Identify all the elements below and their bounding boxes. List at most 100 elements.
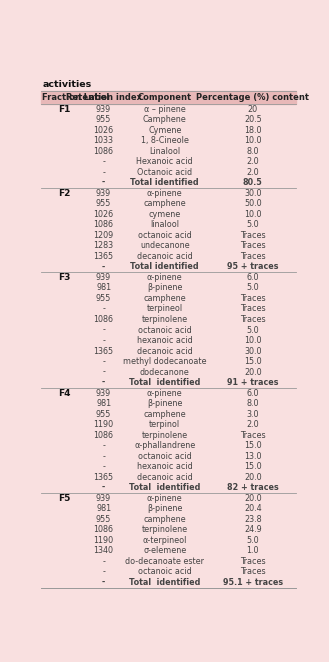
Bar xyxy=(41,188,296,199)
Text: 1.0: 1.0 xyxy=(246,546,259,555)
Bar xyxy=(41,167,296,177)
Text: octanoic acid: octanoic acid xyxy=(138,451,192,461)
Text: -: - xyxy=(102,336,105,345)
Text: β-pinene: β-pinene xyxy=(147,504,183,513)
Text: hexanoic acid: hexanoic acid xyxy=(137,336,193,345)
Text: 1033: 1033 xyxy=(93,136,114,145)
Text: β-pinene: β-pinene xyxy=(147,283,183,293)
Text: 939: 939 xyxy=(96,105,111,114)
Text: α-pinene: α-pinene xyxy=(147,189,183,198)
Text: 20: 20 xyxy=(248,105,258,114)
Text: 10.0: 10.0 xyxy=(244,210,262,219)
Bar xyxy=(41,177,296,188)
Text: 20.0: 20.0 xyxy=(244,473,262,482)
Bar xyxy=(41,556,296,567)
Text: 1026: 1026 xyxy=(93,210,114,219)
Text: β-pinene: β-pinene xyxy=(147,399,183,408)
Text: 5.0: 5.0 xyxy=(246,283,259,293)
Bar xyxy=(41,440,296,451)
Text: linalool: linalool xyxy=(150,220,179,229)
Text: decanoic acid: decanoic acid xyxy=(137,473,193,482)
Text: octanoic acid: octanoic acid xyxy=(138,326,192,334)
Text: octanoic acid: octanoic acid xyxy=(138,567,192,577)
Text: 6.0: 6.0 xyxy=(246,273,259,282)
Text: F2: F2 xyxy=(58,189,70,198)
Text: 955: 955 xyxy=(96,515,111,524)
Text: -: - xyxy=(102,167,105,177)
Bar xyxy=(41,325,296,335)
Bar xyxy=(41,283,296,293)
Text: 20.0: 20.0 xyxy=(244,494,262,502)
Text: 1209: 1209 xyxy=(93,231,114,240)
Text: terpinolene: terpinolene xyxy=(142,431,188,440)
Text: 5.0: 5.0 xyxy=(246,220,259,229)
Text: Linalool: Linalool xyxy=(149,147,180,156)
Bar xyxy=(41,293,296,304)
Text: Traces: Traces xyxy=(240,305,266,314)
Text: terpinolene: terpinolene xyxy=(142,315,188,324)
Bar xyxy=(41,199,296,209)
Bar xyxy=(41,261,296,272)
Bar xyxy=(41,104,296,115)
Bar xyxy=(41,472,296,483)
Text: 955: 955 xyxy=(96,294,111,303)
Text: camphene: camphene xyxy=(143,410,186,418)
Text: -: - xyxy=(102,326,105,334)
Text: 1086: 1086 xyxy=(93,147,114,156)
Text: Component: Component xyxy=(138,93,192,102)
Text: Total  identified: Total identified xyxy=(129,378,200,387)
Text: -: - xyxy=(102,367,105,377)
Bar xyxy=(41,451,296,461)
Text: Traces: Traces xyxy=(240,567,266,577)
Text: Fraction Label: Fraction Label xyxy=(42,93,110,102)
Bar xyxy=(41,156,296,167)
Bar xyxy=(41,461,296,472)
Bar xyxy=(41,272,296,283)
Bar xyxy=(41,577,296,588)
Text: 955: 955 xyxy=(96,199,111,209)
Text: Traces: Traces xyxy=(240,557,266,566)
Text: 2.0: 2.0 xyxy=(246,167,259,177)
Text: α-pinene: α-pinene xyxy=(147,273,183,282)
Text: 1086: 1086 xyxy=(93,315,114,324)
Text: terpinolene: terpinolene xyxy=(142,526,188,534)
Text: F3: F3 xyxy=(58,273,70,282)
Text: 24.9: 24.9 xyxy=(244,526,262,534)
Text: 5.0: 5.0 xyxy=(246,326,259,334)
Text: terpinol: terpinol xyxy=(149,420,180,429)
Text: methyl dodecanoate: methyl dodecanoate xyxy=(123,357,207,366)
Text: Total identified: Total identified xyxy=(131,262,199,271)
Text: 981: 981 xyxy=(96,283,111,293)
Bar xyxy=(41,514,296,524)
Text: 981: 981 xyxy=(96,504,111,513)
Text: 8.0: 8.0 xyxy=(246,147,259,156)
Text: 82 + traces: 82 + traces xyxy=(227,483,279,493)
Text: 20.4: 20.4 xyxy=(244,504,262,513)
Text: 1086: 1086 xyxy=(93,220,114,229)
Text: Traces: Traces xyxy=(240,252,266,261)
Bar xyxy=(41,409,296,420)
Text: camphene: camphene xyxy=(143,515,186,524)
Text: Traces: Traces xyxy=(240,294,266,303)
Text: 15.0: 15.0 xyxy=(244,462,262,471)
Text: 939: 939 xyxy=(96,273,111,282)
Text: 15.0: 15.0 xyxy=(244,441,262,450)
Text: -: - xyxy=(102,462,105,471)
Text: 6.0: 6.0 xyxy=(246,389,259,398)
Text: -: - xyxy=(102,578,105,587)
Text: 95.1 + traces: 95.1 + traces xyxy=(223,578,283,587)
Text: α-phallandrene: α-phallandrene xyxy=(134,441,195,450)
Text: α-pinene: α-pinene xyxy=(147,389,183,398)
Text: 939: 939 xyxy=(96,389,111,398)
Bar xyxy=(41,230,296,240)
Text: -: - xyxy=(102,378,105,387)
Text: 13.0: 13.0 xyxy=(244,451,262,461)
Text: 1190: 1190 xyxy=(93,420,114,429)
Text: 20.0: 20.0 xyxy=(244,367,262,377)
Text: 1086: 1086 xyxy=(93,526,114,534)
Text: camphene: camphene xyxy=(143,294,186,303)
Bar xyxy=(41,430,296,440)
Text: 1340: 1340 xyxy=(93,546,114,555)
Bar xyxy=(41,91,296,104)
Text: α-pinene: α-pinene xyxy=(147,494,183,502)
